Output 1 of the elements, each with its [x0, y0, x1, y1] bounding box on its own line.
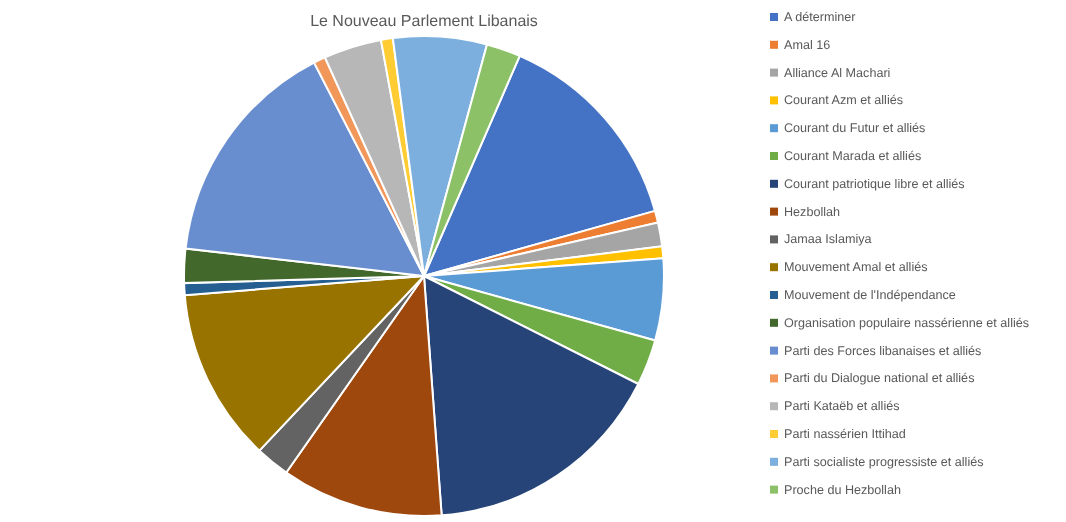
chart-title: Le Nouveau Parlement Libanais: [310, 12, 538, 30]
